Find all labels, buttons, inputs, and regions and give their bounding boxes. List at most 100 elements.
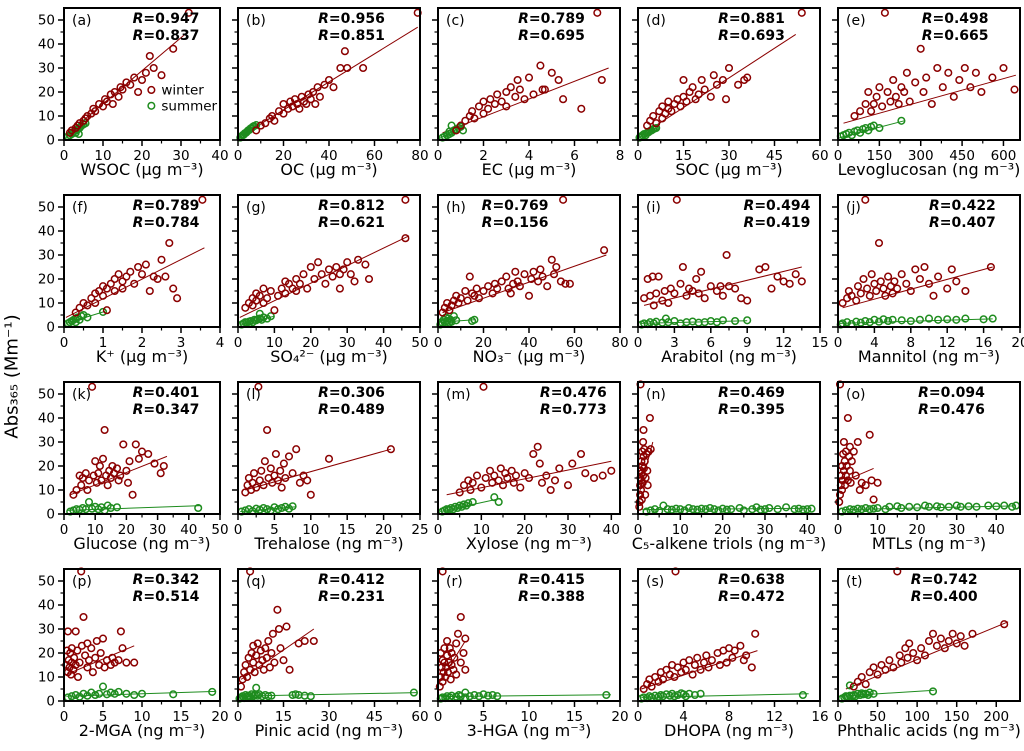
- winter-data-point: [932, 641, 941, 650]
- winter-data-point: [681, 665, 690, 674]
- plot-box: [437, 194, 621, 328]
- r-value-summer: R=0.231: [318, 589, 385, 605]
- winter-data-point: [474, 102, 484, 111]
- winter-data-point: [861, 481, 870, 490]
- winter-data-point: [555, 464, 564, 473]
- winter-data-point: [73, 672, 83, 682]
- x-tick-label: 4: [870, 335, 879, 351]
- winter-data-point: [253, 639, 262, 648]
- winter-data-point: [511, 471, 521, 480]
- summer-data-point: [79, 689, 88, 698]
- x-tick-label: 20: [475, 335, 492, 351]
- panel-label: (h): [446, 200, 466, 216]
- summer-data-point: [470, 690, 479, 700]
- winter-data-point: [890, 277, 899, 286]
- r-value-winter: R=0.469: [718, 385, 785, 401]
- winter-data-point: [114, 476, 123, 485]
- summer-data-point: [208, 687, 217, 696]
- winter-data-point: [506, 83, 515, 92]
- winter-data-point: [455, 488, 464, 497]
- r-value-summer: R=0.693: [718, 28, 785, 44]
- summer-data-point: [464, 499, 473, 508]
- winter-data-point: [524, 291, 534, 300]
- x-tick-label: 60: [366, 148, 383, 164]
- summer-data-point: [845, 505, 854, 514]
- panel-label: (f): [72, 200, 88, 216]
- winter-data-point: [916, 44, 925, 53]
- winter-data-point: [122, 272, 131, 281]
- winter-data-point: [75, 658, 84, 667]
- x-tick-label: 20: [909, 522, 926, 538]
- winter-data-point: [122, 466, 131, 475]
- x-tick-label: 10: [87, 522, 104, 538]
- winter-data-point: [902, 279, 911, 288]
- winter-data-point: [306, 95, 315, 104]
- winter-data-point: [401, 195, 410, 204]
- winter-data-point: [137, 75, 147, 85]
- winter-data-point: [658, 675, 668, 684]
- x-tick-label: 40: [320, 148, 337, 164]
- x-tick-label: 10: [302, 522, 319, 538]
- winter-data-point: [472, 284, 481, 293]
- winter-data-point: [515, 282, 524, 291]
- winter-data-point: [537, 478, 547, 487]
- winter-data-point: [853, 282, 863, 291]
- summer-data-point: [803, 505, 812, 514]
- winter-points: [241, 195, 410, 315]
- winter-points: [639, 567, 760, 694]
- winter-data-point: [797, 277, 806, 286]
- r-value-winter: R=0.415: [518, 572, 585, 588]
- winter-data-point: [157, 255, 166, 264]
- summer-data-point: [873, 503, 882, 513]
- x-axis-title: OC (μg m⁻³): [280, 160, 377, 179]
- winter-data-point: [300, 636, 309, 646]
- summer-data-point: [266, 312, 275, 321]
- winter-data-point: [456, 294, 465, 303]
- summer-data-point: [169, 690, 178, 699]
- winter-trend-line: [843, 74, 1016, 124]
- winter-data-point: [563, 481, 573, 490]
- winter-data-point: [641, 473, 650, 483]
- y-tick-label: 50: [38, 13, 55, 29]
- winter-data-point: [71, 308, 80, 317]
- winter-data-point: [900, 87, 909, 97]
- winter-data-point: [751, 629, 760, 638]
- summer-data-point: [452, 316, 461, 325]
- winter-data-point: [112, 464, 122, 473]
- winter-data-point: [509, 478, 518, 487]
- winter-data-point: [130, 73, 139, 82]
- y-tick-label: 10: [38, 109, 55, 125]
- winter-data-point: [550, 476, 560, 485]
- winter-data-point: [84, 476, 94, 485]
- r-value-winter: R=0.412: [318, 572, 385, 588]
- winter-data-point: [270, 658, 279, 667]
- y-tick-label: 0: [46, 507, 55, 523]
- winter-data-point: [529, 267, 538, 276]
- r-value-winter: R=0.789: [518, 11, 585, 27]
- summer-data-point: [984, 501, 993, 510]
- winter-data-point: [870, 279, 879, 288]
- summer-trend-line: [640, 320, 748, 324]
- winter-data-point: [128, 490, 137, 499]
- winter-data-point: [173, 294, 182, 303]
- winter-data-point: [88, 382, 97, 391]
- summer-data-point: [897, 316, 906, 325]
- summer-data-point: [979, 315, 988, 324]
- winter-data-point: [274, 624, 284, 634]
- winter-data-point: [511, 267, 520, 276]
- winter-data-point: [250, 668, 259, 677]
- x-tick-label: 16: [811, 709, 828, 725]
- winter-data-point: [516, 483, 525, 492]
- winter-data-point: [279, 99, 288, 109]
- x-tick-label: 0: [834, 709, 843, 725]
- winter-data-point: [259, 284, 268, 293]
- summer-data-point: [773, 505, 782, 514]
- winter-data-point: [873, 478, 882, 487]
- x-tick-label: 15: [675, 148, 692, 164]
- winter-data-point: [549, 270, 559, 279]
- x-tick-label: 450: [949, 148, 975, 164]
- winter-data-point: [847, 291, 856, 300]
